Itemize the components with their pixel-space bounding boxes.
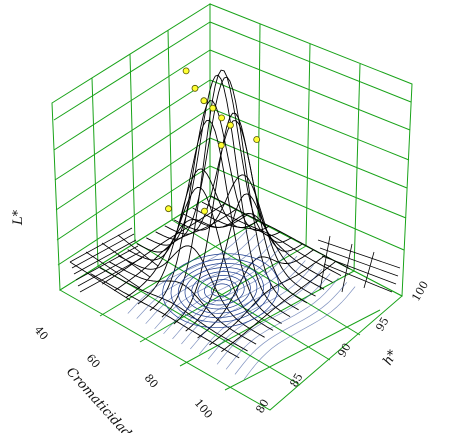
contour-line <box>181 255 298 345</box>
contour-line <box>210 283 232 297</box>
data-point <box>218 114 226 122</box>
data-points <box>165 67 261 215</box>
surface-mesh <box>90 69 350 359</box>
data-point <box>191 84 199 92</box>
contour-line <box>154 242 273 330</box>
contour-line <box>243 286 356 380</box>
x-tick-label: 80 <box>142 372 161 391</box>
mesh-line <box>90 273 240 359</box>
y-axis-title: h* <box>380 347 401 368</box>
z-axis-title: L* <box>11 209 26 226</box>
mesh-line <box>149 100 270 311</box>
contour-line <box>191 271 251 310</box>
contour-line <box>177 262 264 318</box>
contour-line <box>225 277 339 370</box>
data-point <box>200 97 208 105</box>
mesh-line <box>183 213 325 290</box>
data-point <box>182 67 190 75</box>
x-tick-label: 60 <box>84 352 103 371</box>
x-axis-title: Cromaticidad <box>63 365 134 433</box>
contour-line <box>162 253 279 329</box>
contour-line <box>127 229 248 314</box>
x-tick-label: 100 <box>192 397 215 421</box>
mesh-line <box>127 186 274 331</box>
contour-line <box>234 282 348 375</box>
contour-line <box>163 247 281 335</box>
data-point <box>253 136 261 143</box>
y-tick-label: 85 <box>287 371 305 390</box>
y-tick-label: 90 <box>335 341 353 360</box>
y-tick-label: 100 <box>409 279 431 304</box>
data-point <box>201 207 208 215</box>
mesh-line <box>125 214 248 298</box>
data-point <box>165 205 172 213</box>
mesh-line <box>113 208 237 292</box>
mesh-line <box>209 255 325 346</box>
mesh-line <box>137 168 259 305</box>
data-point <box>209 104 217 112</box>
mesh-line <box>185 193 303 332</box>
mesh-line <box>102 203 226 285</box>
contour-line <box>190 260 306 350</box>
contour-line <box>216 273 331 365</box>
y-tick-label: 80 <box>253 397 271 416</box>
contour-line <box>145 238 265 324</box>
mesh-line <box>161 69 281 318</box>
contour-line <box>199 264 314 355</box>
y-tick-label: 95 <box>373 315 391 334</box>
contour-line <box>136 234 256 319</box>
floor-contours <box>127 229 356 380</box>
data-point <box>217 141 225 149</box>
data-point <box>226 121 234 129</box>
contour-line <box>170 258 271 323</box>
grid-walls <box>51 3 413 411</box>
x-tick-label: 40 <box>32 324 51 343</box>
floor-mesh <box>69 227 401 301</box>
contour-line <box>207 268 323 360</box>
mesh-line <box>173 112 292 325</box>
contour-line <box>172 251 289 340</box>
contour-line <box>197 275 245 306</box>
